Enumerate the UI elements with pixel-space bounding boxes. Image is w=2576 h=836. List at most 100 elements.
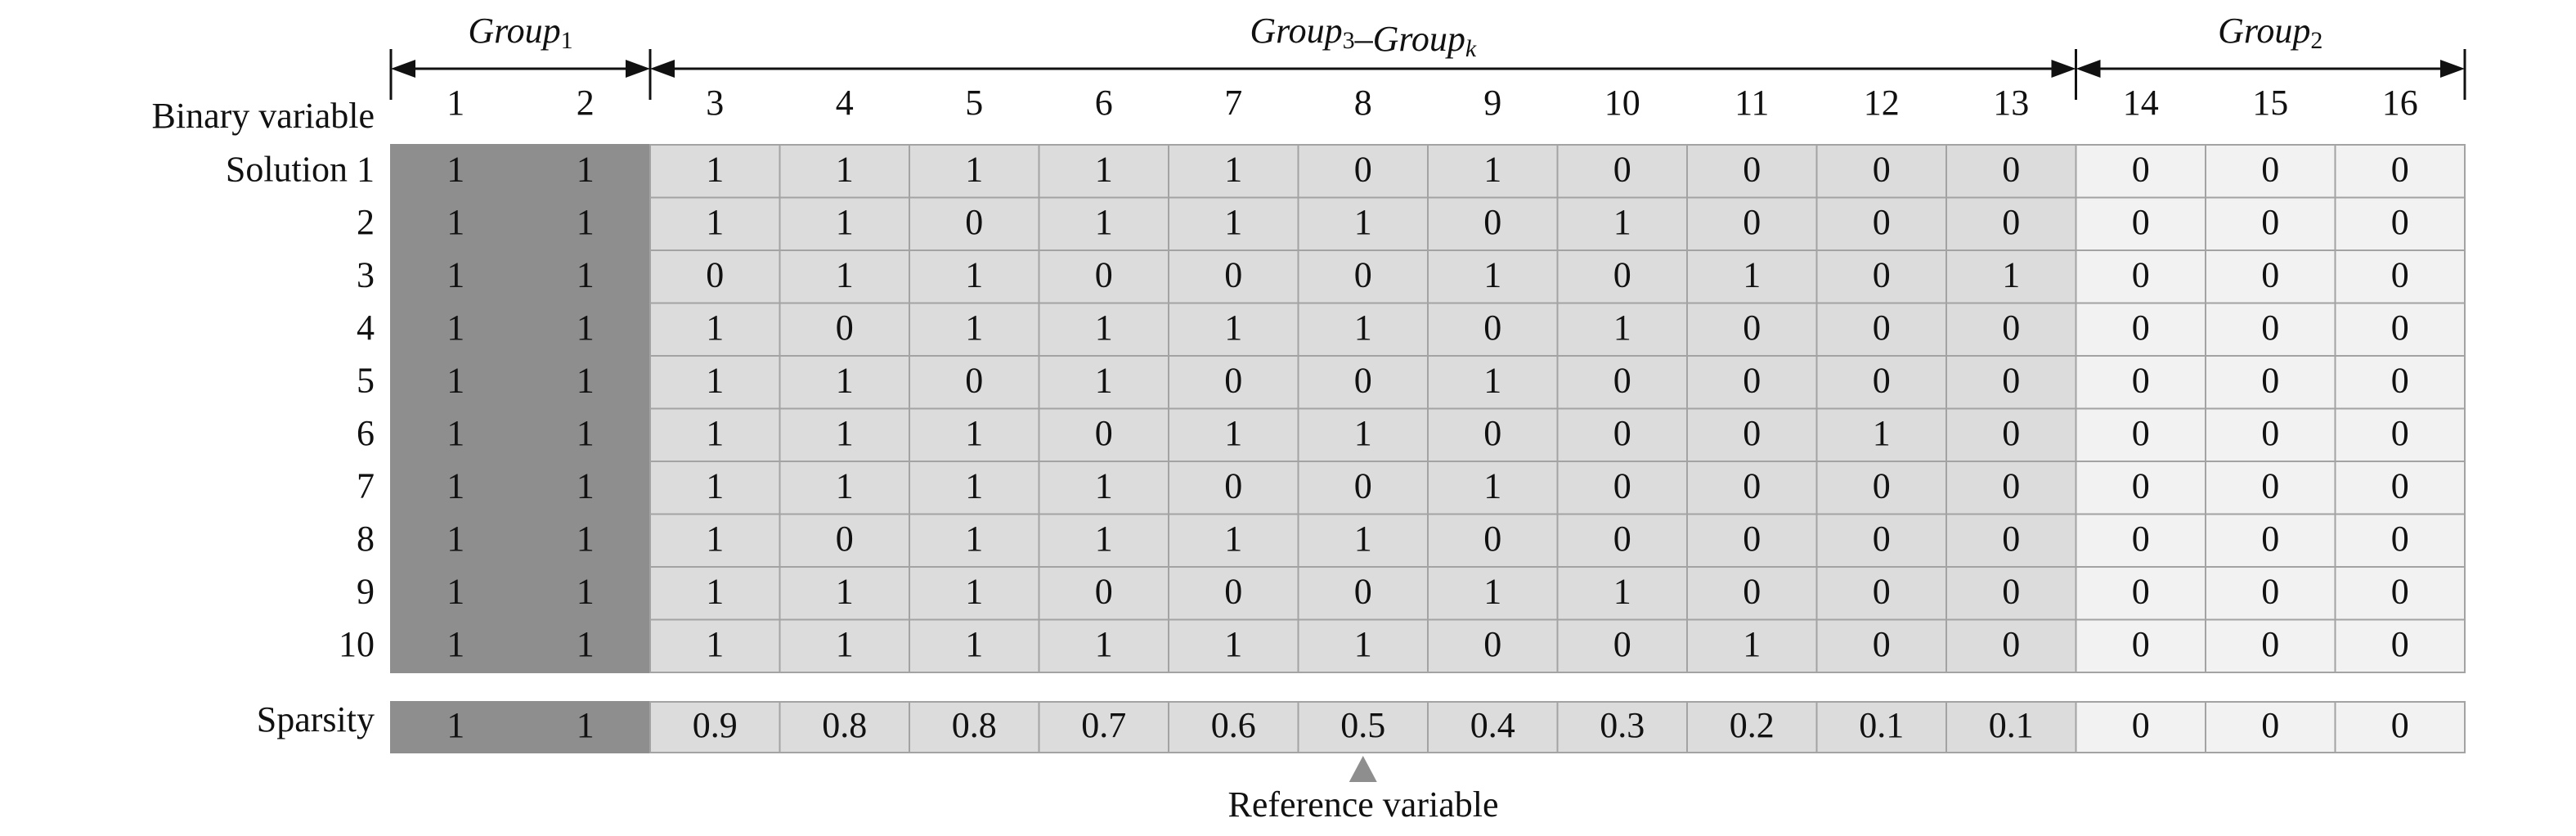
cell-value: 0: [2261, 465, 2279, 506]
cell-value: 0: [2261, 254, 2279, 294]
cell: [1815, 618, 1947, 673]
cell-value: 0: [1613, 254, 1631, 294]
group-label: Group2: [2218, 11, 2322, 54]
variable-number: 8: [1354, 83, 1372, 123]
cell-value: 0: [1224, 360, 1242, 400]
cell: [390, 461, 522, 515]
cell-value: 0: [1743, 413, 1761, 453]
cell: [390, 196, 522, 251]
cell-value: 1: [447, 571, 464, 611]
cell-value: 0: [1873, 571, 1891, 611]
variable-number: 3: [706, 83, 724, 123]
sparsity-cell: [909, 701, 1040, 753]
cell-value: 0: [1873, 202, 1891, 242]
cell: [1686, 144, 1818, 199]
sparsity-value: 0.9: [693, 705, 738, 745]
cell-value: 1: [447, 519, 464, 559]
cell-value: 1: [965, 149, 983, 189]
cell: [1297, 407, 1429, 462]
group-subscript: 2: [2310, 27, 2322, 54]
cell: [390, 618, 522, 673]
solution-label: 5: [357, 360, 375, 400]
cell-value: 1: [447, 308, 464, 348]
cell-value: 0: [1873, 254, 1891, 294]
sparsity-value: 0.4: [1470, 705, 1515, 745]
cell-value: 0: [1743, 149, 1761, 189]
variable-number: 7: [1224, 83, 1242, 123]
cell-value: 0: [2391, 571, 2409, 611]
cell-value: 1: [447, 465, 464, 506]
solution-label: 7: [357, 465, 375, 506]
cell: [390, 249, 522, 304]
cell: [2075, 196, 2206, 251]
cell-value: 0: [1354, 571, 1372, 611]
cell-value: 0: [2261, 202, 2279, 242]
cell-value: 0: [1873, 465, 1891, 506]
cell: [649, 355, 781, 410]
cell-value: 0: [2261, 624, 2279, 664]
cell-value: 0: [2002, 413, 2020, 453]
cell-value: 1: [577, 571, 595, 611]
cell-value: 0: [2002, 149, 2020, 189]
cell-value: 0: [1354, 149, 1372, 189]
cell-value: 0: [2132, 624, 2150, 664]
cell: [1168, 302, 1299, 357]
cell: [1556, 461, 1688, 515]
cell-value: 1: [836, 465, 854, 506]
cell-value: 0: [1613, 465, 1631, 506]
cell: [1297, 566, 1429, 621]
cell: [779, 355, 910, 410]
cell-value: 0: [2261, 149, 2279, 189]
cell: [2075, 513, 2206, 568]
cell: [1945, 302, 2077, 357]
cell: [909, 144, 1040, 199]
cell-value: 1: [577, 413, 595, 453]
cell-value: 1: [1613, 308, 1631, 348]
cell-value: 1: [1743, 624, 1761, 664]
cell-value: 0: [1613, 519, 1631, 559]
sparsity-cell: [779, 701, 910, 753]
cell-value: 0: [1483, 202, 1501, 242]
solution-label: 9: [357, 571, 375, 611]
cell: [2205, 566, 2336, 621]
cell-value: 1: [1354, 308, 1372, 348]
cell: [390, 566, 522, 621]
solution-label: 8: [357, 519, 375, 559]
cell-value: 1: [836, 202, 854, 242]
variable-number: 16: [2382, 83, 2418, 123]
cell-value: 0: [2132, 308, 2150, 348]
cell-value: 1: [1095, 202, 1113, 242]
cell-value: 1: [1483, 254, 1501, 294]
cell: [2334, 302, 2466, 357]
cell-value: 1: [1354, 624, 1372, 664]
cell-value: 0: [2391, 519, 2409, 559]
cell-value: 0: [1873, 149, 1891, 189]
cell: [779, 566, 910, 621]
sparsity-value: 0.3: [1600, 705, 1645, 745]
sparsity-value: 0.8: [822, 705, 867, 745]
cell: [1297, 513, 1429, 568]
cell: [649, 144, 781, 199]
variable-number: 1: [447, 83, 464, 123]
sparsity-value: 0.1: [1989, 705, 2034, 745]
solution-label: 10: [339, 624, 375, 664]
sparsity-cell: [2334, 701, 2466, 753]
cell-value: 1: [836, 571, 854, 611]
cell: [2334, 461, 2466, 515]
cell-value: 0: [1743, 465, 1761, 506]
cell-value: 0: [2132, 149, 2150, 189]
cell-value: 0: [1354, 360, 1372, 400]
cell-value: 1: [447, 149, 464, 189]
cell: [1556, 355, 1688, 410]
cell-value: 0: [1095, 571, 1113, 611]
cell-value: 0: [2002, 360, 2020, 400]
cell: [1556, 566, 1688, 621]
sparsity-cell: [1297, 701, 1429, 753]
cell-value: 0: [2002, 519, 2020, 559]
cell-value: 1: [706, 149, 724, 189]
cell: [1038, 144, 1169, 199]
cell: [1556, 302, 1688, 357]
group-subscript: k: [1465, 35, 1477, 62]
cell: [1038, 461, 1169, 515]
cell-value: 0: [2391, 149, 2409, 189]
